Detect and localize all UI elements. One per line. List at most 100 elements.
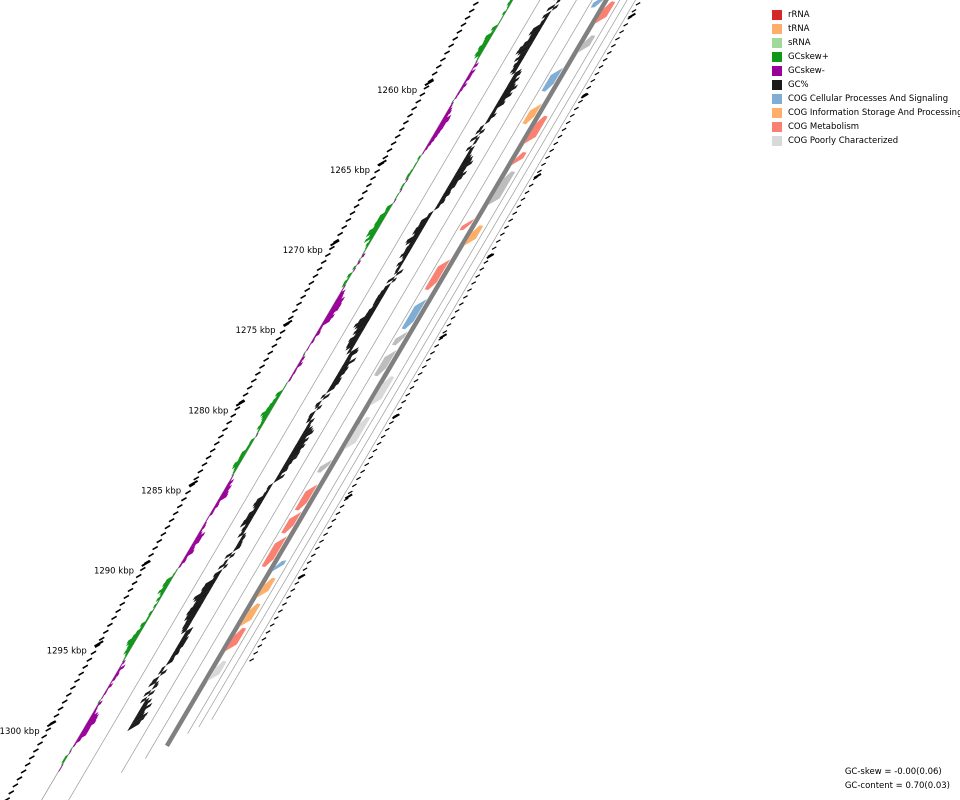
outer-tick <box>357 196 364 202</box>
inner-tick <box>294 581 300 585</box>
inner-tick <box>405 392 411 397</box>
legend-item-trna: tRNA <box>772 22 960 36</box>
gc-bar <box>143 689 152 697</box>
outer-tick <box>57 706 64 711</box>
gcskew-bar <box>450 101 455 107</box>
outer-tick <box>439 57 446 62</box>
outer-tick <box>86 657 93 662</box>
gcskew-bar <box>282 385 286 390</box>
gc-bar <box>330 377 343 387</box>
gcskew-bar <box>111 676 117 683</box>
gc-bar <box>518 48 530 58</box>
gc-bar <box>184 626 194 635</box>
outer-tick <box>230 413 237 418</box>
inner-tick <box>302 567 308 571</box>
outer-tick <box>291 308 298 314</box>
outer-tick <box>209 448 216 453</box>
gcskew-bar <box>413 161 418 167</box>
legend-label-cog-cellular: COG Cellular Processes And Signaling <box>788 94 949 104</box>
outer-tick <box>131 580 138 586</box>
gc-bar <box>419 214 432 224</box>
gc-bar <box>139 702 149 711</box>
outer-tick <box>328 245 335 251</box>
position-tick-label: 1265 kbp <box>330 166 370 176</box>
gcskew-bar <box>431 129 442 138</box>
gcskew-bar <box>78 728 90 738</box>
gc-bar <box>515 41 534 55</box>
gc-bar <box>439 191 452 201</box>
gcskew-bar <box>293 367 299 372</box>
inner-tick <box>356 476 361 481</box>
gc-bar <box>465 145 473 152</box>
cds-feature <box>487 171 516 206</box>
legend-label-cog-metabolism: COG Metabolism <box>788 122 860 132</box>
gc-bar <box>340 357 357 370</box>
gc-bar <box>193 589 211 603</box>
gcskew-bar <box>477 44 487 53</box>
gcskew-bar <box>497 20 501 25</box>
outer-tick <box>37 741 44 746</box>
gc-bar <box>543 14 550 21</box>
major-tick <box>377 159 387 167</box>
inner-tick <box>421 364 427 369</box>
gcskew-bar <box>107 682 114 690</box>
inner-tick <box>619 29 625 34</box>
gc-bar <box>314 403 321 410</box>
gc-bar <box>447 175 464 187</box>
gc-bar <box>299 427 314 439</box>
legend-item-rrna: rRNA <box>772 8 960 22</box>
gc-bar <box>397 262 404 269</box>
gcskew-bar <box>291 370 297 376</box>
gcskew-bar <box>404 175 410 181</box>
gcskew-bar <box>76 731 88 741</box>
gcskew-bar <box>297 359 303 366</box>
gc-bar <box>137 702 153 714</box>
inner-tick <box>413 378 419 383</box>
outer-tick <box>452 36 459 41</box>
gcskew-bar <box>416 158 420 163</box>
outer-tick <box>472 1 479 6</box>
outer-tick <box>275 336 282 341</box>
gcskew-bar <box>113 672 120 679</box>
legend-swatch-cog-information <box>772 108 782 118</box>
gcskew-bar <box>238 451 248 459</box>
gc-bar <box>173 643 185 652</box>
gc-bar <box>512 68 522 77</box>
inner-tick <box>578 99 583 104</box>
gcskew-bar <box>437 117 451 128</box>
cds-feature <box>316 459 333 473</box>
gcskew-bar <box>216 493 229 503</box>
gc-bar <box>478 128 486 135</box>
gcskew-bar <box>305 346 310 352</box>
gc-bar <box>346 349 359 359</box>
gc-bar <box>147 689 156 697</box>
inner-tick <box>483 260 489 264</box>
position-tick-label: 1280 kbp <box>188 406 228 416</box>
gc-bar <box>443 183 457 194</box>
gcskew-bar <box>96 700 103 707</box>
gcskew-bar <box>126 633 140 644</box>
gcskew-bar <box>287 377 293 383</box>
gcskew-bar <box>84 716 98 727</box>
gc-bar <box>374 293 386 303</box>
gc-bar <box>417 217 430 227</box>
gcskew-bar <box>441 113 449 121</box>
major-tick-inner <box>344 493 353 500</box>
gcskew-bar <box>393 198 397 204</box>
legend-item-cog-metabolism: COG Metabolism <box>772 120 960 134</box>
outer-tick <box>287 315 294 320</box>
gc-bar <box>458 158 473 170</box>
gcskew-bar <box>367 223 382 234</box>
gcskew-bar <box>119 664 123 669</box>
outer-tick <box>444 50 451 55</box>
inner-tick <box>594 71 600 76</box>
outer-tick <box>464 15 471 20</box>
gc-bar <box>371 300 382 309</box>
inner-tick <box>541 162 546 167</box>
cds-feature <box>424 259 451 290</box>
gc-bar <box>252 503 262 511</box>
gc-bar <box>517 45 532 56</box>
outer-tick <box>78 671 85 676</box>
inner-tick <box>602 57 608 62</box>
